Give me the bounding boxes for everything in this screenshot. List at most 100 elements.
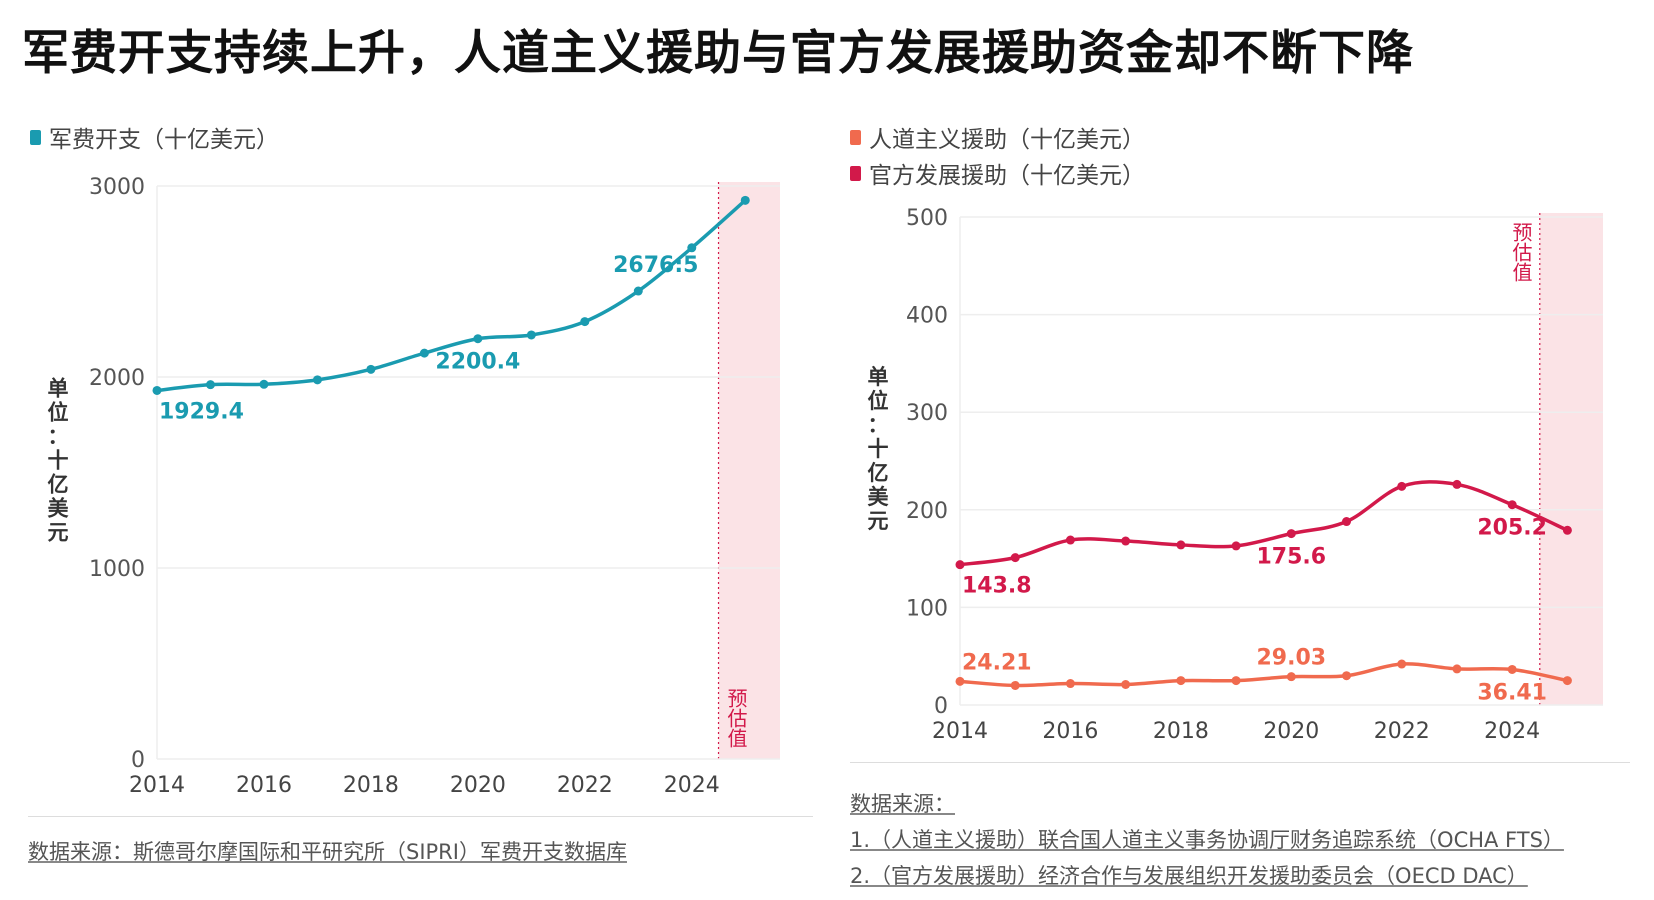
legend-swatch (850, 129, 861, 145)
y-tick-label: 0 (131, 748, 145, 773)
estimate-band (1539, 213, 1603, 705)
y-tick-label: 500 (906, 206, 948, 231)
divider (28, 816, 813, 817)
x-tick-label: 2020 (1263, 719, 1319, 744)
data-point (1010, 680, 1020, 690)
y-tick-label: 0 (934, 694, 948, 719)
x-tick-label: 2014 (129, 773, 185, 798)
data-label: 175.6 (1257, 545, 1327, 570)
data-point (740, 195, 750, 205)
source-link-oecd[interactable]: 2.（官方发展援助）经济合作与发展组织开发援助委员会（OECD DAC） (850, 864, 1528, 888)
y-axis-label: 亿 (48, 473, 69, 497)
y-axis-label: 亿 (868, 461, 889, 485)
y-axis-label: 美 (868, 485, 889, 509)
y-axis-label: 美 (48, 497, 69, 521)
data-point (1121, 680, 1131, 690)
data-point (580, 317, 590, 327)
x-tick-label: 2024 (664, 773, 720, 798)
data-point (1342, 517, 1352, 527)
data-point (1286, 672, 1296, 682)
data-point (1231, 676, 1241, 686)
data-point (955, 560, 965, 570)
data-point (1065, 535, 1075, 545)
x-tick-label: 2022 (557, 773, 613, 798)
data-label: 2676:5 (613, 253, 698, 278)
y-axis-label: ： (48, 425, 69, 449)
estimate-band (718, 182, 780, 759)
y-axis-label: ： (868, 413, 889, 437)
data-point (152, 385, 162, 395)
legend-swatch (850, 165, 861, 181)
data-point (955, 676, 965, 686)
data-point (1176, 540, 1186, 550)
data-point (633, 286, 643, 296)
x-tick-label: 2016 (1042, 719, 1098, 744)
legend-military: 军费开支（十亿美元） (30, 120, 279, 154)
x-tick-label: 2016 (236, 773, 292, 798)
y-tick-label: 2000 (89, 366, 145, 391)
data-point (1176, 676, 1186, 686)
x-tick-label: 2022 (1374, 719, 1430, 744)
y-axis-label: 单 (868, 365, 889, 389)
page-title: 军费开支持续上升，人道主义援助与官方发展援助资金却不断下降 (22, 26, 1414, 81)
data-point (1342, 671, 1352, 681)
y-axis-label: 单 (48, 377, 69, 401)
estimate-label-aid: 预估值 (1509, 222, 1533, 282)
data-label: 24.21 (962, 650, 1032, 675)
y-tick-label: 100 (906, 596, 948, 621)
data-point (1121, 536, 1131, 546)
x-tick-label: 2020 (450, 773, 506, 798)
data-point (1452, 664, 1462, 674)
y-axis-label: 十 (48, 449, 69, 473)
estimate-label-military: 预估值 (724, 688, 748, 748)
data-point (205, 380, 215, 390)
y-axis-label: 元 (48, 521, 69, 545)
data-point (312, 375, 322, 385)
x-tick-label: 2018 (343, 773, 399, 798)
data-point (1397, 659, 1407, 669)
data-point (259, 379, 269, 389)
x-tick-label: 2018 (1153, 719, 1209, 744)
series-line (959, 662, 1568, 688)
data-label: 205.2 (1477, 516, 1547, 541)
y-tick-label: 400 (906, 304, 948, 329)
y-axis-label: 元 (868, 509, 889, 533)
data-point (1452, 479, 1462, 489)
legend-humanitarian: 人道主义援助（十亿美元） (850, 120, 1145, 154)
legend-oda: 官方发展援助（十亿美元） (850, 156, 1145, 190)
source-link-ocha[interactable]: 1.（人道主义援助）联合国人道主义事务协调厅财务追踪系统（OCHA FTS） (850, 828, 1564, 852)
x-tick-label: 2014 (932, 719, 988, 744)
data-label: 2200.4 (435, 350, 520, 375)
data-point (1507, 500, 1517, 510)
y-tick-label: 3000 (89, 175, 145, 200)
data-point (366, 364, 376, 374)
divider (850, 762, 1630, 763)
source-link-sipri[interactable]: 数据来源：斯德哥尔摩国际和平研究所（SIPRI）军费开支数据库 (28, 840, 627, 864)
data-point (526, 330, 536, 340)
data-point (1286, 529, 1296, 539)
x-tick-label: 2024 (1484, 719, 1540, 744)
data-point (419, 348, 429, 358)
y-tick-label: 300 (906, 401, 948, 426)
data-point (473, 334, 483, 344)
legend-label: 官方发展援助（十亿美元） (869, 163, 1145, 189)
y-axis-label: 位 (868, 389, 889, 413)
data-label: 36.41 (1477, 680, 1547, 705)
data-point (687, 243, 697, 253)
y-tick-label: 200 (906, 499, 948, 524)
legend-swatch (30, 129, 41, 145)
data-point (1231, 541, 1241, 551)
data-label: 29.03 (1257, 646, 1327, 671)
data-label: 143.8 (962, 574, 1032, 599)
data-label: 1929.4 (159, 399, 244, 424)
y-axis-label: 位 (48, 401, 69, 425)
data-point (1010, 553, 1020, 563)
data-point (1562, 676, 1572, 686)
y-tick-label: 1000 (89, 557, 145, 582)
data-point (1562, 525, 1572, 535)
data-point (1507, 664, 1517, 674)
y-axis-label: 十 (868, 437, 889, 461)
legend-label: 人道主义援助（十亿美元） (869, 127, 1145, 153)
data-point (1397, 481, 1407, 491)
